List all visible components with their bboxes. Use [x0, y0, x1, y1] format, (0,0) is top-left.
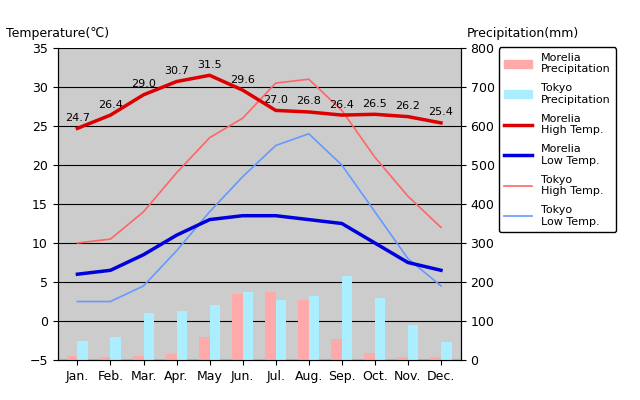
Bar [298, 300, 308, 360]
Text: 26.8: 26.8 [296, 96, 321, 106]
Legend: Morelia
Precipitation, Tokyo
Precipitation, Morelia
High Temp., Morelia
Low Temp: Morelia Precipitation, Tokyo Precipitati… [499, 47, 616, 232]
Bar [199, 337, 210, 360]
Text: 24.7: 24.7 [65, 113, 90, 123]
Text: 25.4: 25.4 [429, 107, 453, 117]
Bar [133, 356, 143, 360]
Bar [143, 313, 154, 360]
Text: 27.0: 27.0 [263, 95, 288, 105]
Text: 26.2: 26.2 [396, 101, 420, 111]
Bar [77, 340, 88, 360]
Text: 29.6: 29.6 [230, 74, 255, 84]
Bar [210, 306, 220, 360]
Bar [397, 357, 408, 360]
Bar [177, 311, 187, 360]
Bar [408, 325, 419, 360]
Bar [364, 353, 375, 360]
Bar [276, 300, 286, 360]
Bar [265, 292, 276, 360]
Text: Precipitation(mm): Precipitation(mm) [467, 27, 579, 40]
Text: 30.7: 30.7 [164, 66, 189, 76]
Text: 29.0: 29.0 [131, 79, 156, 89]
Bar [332, 338, 342, 360]
Bar [441, 342, 452, 360]
Text: 26.5: 26.5 [362, 99, 387, 109]
Bar [232, 294, 243, 360]
Text: 26.4: 26.4 [330, 100, 355, 110]
Bar [243, 292, 253, 360]
Bar [308, 296, 319, 360]
Bar [430, 357, 441, 360]
Text: 31.5: 31.5 [197, 60, 222, 70]
Bar [100, 357, 111, 360]
Bar [166, 354, 177, 360]
Bar [342, 276, 353, 360]
Text: 26.4: 26.4 [98, 100, 123, 110]
Bar [67, 356, 77, 360]
Bar [375, 298, 385, 360]
Text: Temperature(℃): Temperature(℃) [6, 27, 109, 40]
Bar [111, 337, 121, 360]
